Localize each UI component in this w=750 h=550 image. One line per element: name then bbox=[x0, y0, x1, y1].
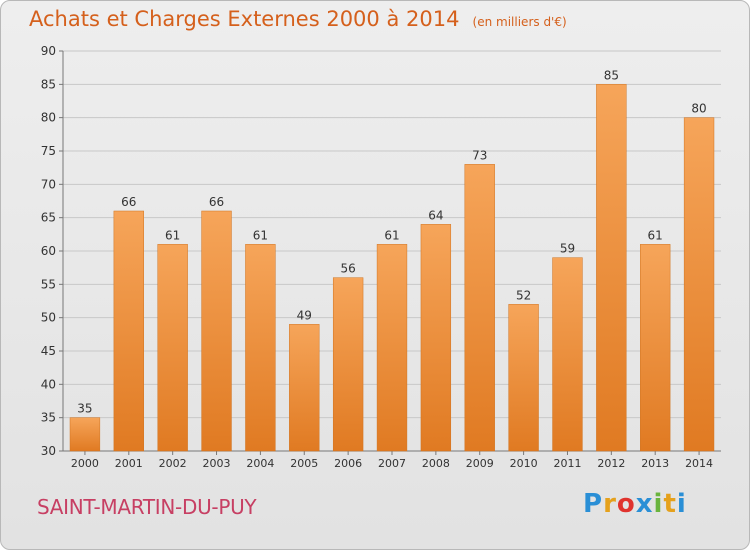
data-label: 35 bbox=[77, 402, 92, 416]
logo-letter: x bbox=[635, 489, 654, 519]
data-label: 85 bbox=[604, 68, 619, 82]
chart-title: Achats et Charges Externes 2000 à 2014 bbox=[29, 7, 460, 31]
data-label: 49 bbox=[297, 308, 312, 322]
x-tick-label: 2000 bbox=[71, 457, 99, 470]
logo-letter: i bbox=[653, 489, 664, 519]
bar bbox=[69, 417, 101, 452]
bar bbox=[508, 304, 539, 452]
x-tick-label: 2003 bbox=[203, 457, 231, 470]
y-tick-label: 65 bbox=[41, 211, 56, 225]
data-label: 66 bbox=[121, 195, 136, 209]
x-tick-label: 2001 bbox=[115, 457, 143, 470]
y-tick-label: 60 bbox=[41, 244, 56, 258]
data-label: 61 bbox=[165, 228, 180, 242]
bar bbox=[157, 244, 188, 452]
y-tick-label: 40 bbox=[41, 377, 56, 391]
label-layer: 35 66 61 66 61 49 56 61 64 73 52 59 85 61 80 bbox=[77, 68, 706, 415]
bar bbox=[113, 210, 144, 452]
data-label: 64 bbox=[428, 208, 443, 222]
bar bbox=[640, 244, 671, 452]
x-tick-label: 2004 bbox=[246, 457, 274, 470]
proxiti-logo[interactable]: Proxiti bbox=[583, 489, 687, 519]
x-tick-label: 2012 bbox=[597, 457, 625, 470]
data-label: 52 bbox=[516, 288, 531, 302]
y-tick-label: 85 bbox=[41, 77, 56, 91]
x-tick-label: 2014 bbox=[685, 457, 713, 470]
y-tick-label: 70 bbox=[41, 177, 56, 191]
x-tick-label: 2008 bbox=[422, 457, 450, 470]
data-label: 61 bbox=[253, 228, 268, 242]
chart-subtitle: (en milliers d'€) bbox=[472, 15, 567, 29]
logo-letter: t bbox=[663, 489, 677, 519]
data-label: 61 bbox=[648, 228, 663, 242]
bar bbox=[245, 244, 276, 452]
commune-name: SAINT-MARTIN-DU-PUY bbox=[37, 495, 257, 519]
bar bbox=[332, 277, 364, 452]
y-tick-label: 75 bbox=[41, 144, 56, 158]
x-tick-label: 2010 bbox=[510, 457, 538, 470]
bar-layer bbox=[69, 84, 715, 452]
y-tick-label: 35 bbox=[41, 411, 56, 425]
title-row: Achats et Charges Externes 2000 à 2014 (… bbox=[29, 7, 567, 31]
x-tick-label: 2009 bbox=[466, 457, 494, 470]
y-tick-label: 90 bbox=[41, 44, 56, 58]
bar bbox=[376, 244, 408, 452]
x-tick-label: 2005 bbox=[290, 457, 318, 470]
axis-layer: 30 35 40 45 50 55 60 65 70 75 80 85 90 2000 2001 2002 20… bbox=[41, 44, 721, 470]
logo-letter: o bbox=[616, 489, 636, 519]
x-tick-label: 2006 bbox=[334, 457, 362, 470]
x-tick-label: 2013 bbox=[641, 457, 669, 470]
x-tick-label: 2011 bbox=[553, 457, 581, 470]
y-tick-label: 30 bbox=[41, 444, 56, 458]
data-label: 66 bbox=[209, 195, 224, 209]
bar bbox=[552, 257, 583, 452]
logo-letter: i bbox=[676, 489, 687, 519]
y-tick-label: 80 bbox=[41, 111, 56, 125]
logo-letter: P bbox=[583, 489, 604, 519]
bar bbox=[420, 224, 452, 452]
bar bbox=[464, 164, 495, 452]
data-label: 61 bbox=[384, 228, 399, 242]
y-tick-label: 45 bbox=[41, 344, 56, 358]
x-tick-label: 2002 bbox=[159, 457, 187, 470]
y-tick-label: 50 bbox=[41, 311, 56, 325]
bar bbox=[683, 117, 715, 452]
x-tick-label: 2007 bbox=[378, 457, 406, 470]
data-label: 56 bbox=[340, 262, 355, 276]
logo-letter: r bbox=[603, 489, 617, 519]
bar bbox=[289, 324, 320, 452]
bar bbox=[201, 210, 232, 452]
data-label: 59 bbox=[560, 242, 575, 256]
y-tick-label: 55 bbox=[41, 277, 56, 291]
data-label: 73 bbox=[472, 148, 487, 162]
data-label: 80 bbox=[691, 102, 706, 116]
bar bbox=[596, 84, 627, 452]
